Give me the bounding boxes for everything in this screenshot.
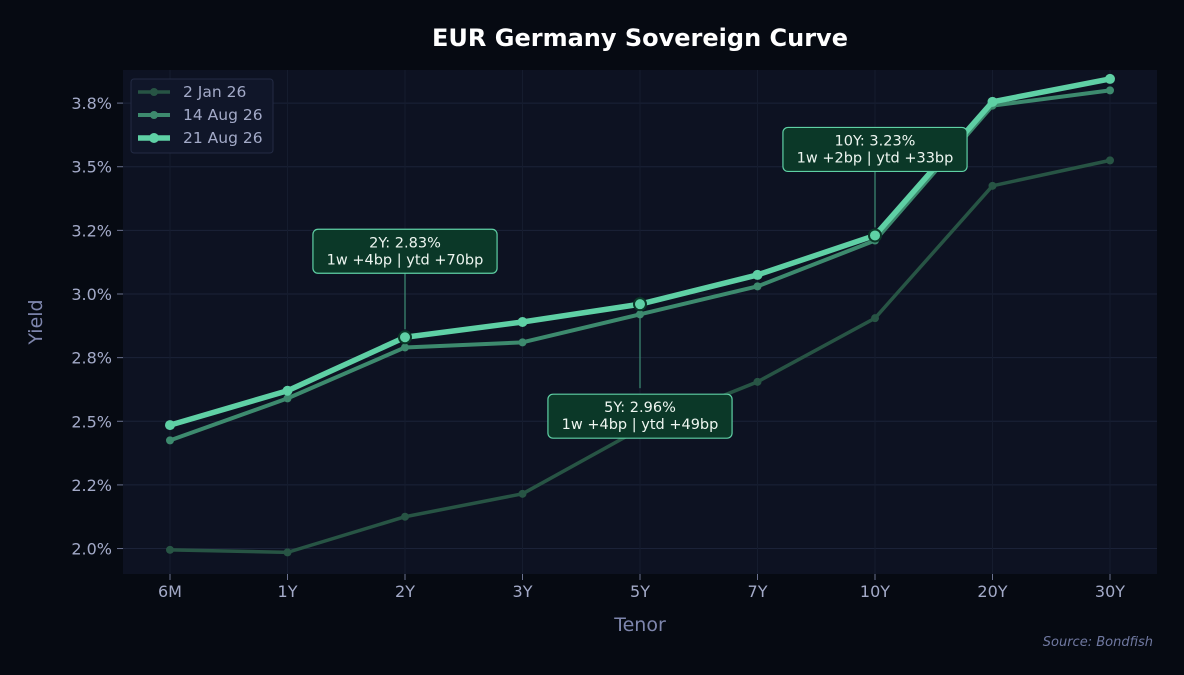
x-tick-label: 10Y <box>860 582 890 601</box>
data-point <box>518 489 527 498</box>
y-tick-label: 3.5% <box>71 158 112 177</box>
annotation-line-2: 1w +4bp | ytd +70bp <box>327 252 484 268</box>
annotation-line-1: 5Y: 2.96% <box>604 400 676 416</box>
annotation-line-2: 1w +4bp | ytd +49bp <box>562 417 719 433</box>
legend-label: 14 Aug 26 <box>183 106 263 124</box>
annotation-box <box>547 393 733 439</box>
legend-marker <box>150 111 158 119</box>
data-point <box>165 420 175 431</box>
x-tick-label: 3Y <box>513 582 533 601</box>
annotation-marker <box>633 297 647 312</box>
annotation-5y: 5Y: 2.96%1w +4bp | ytd +49bp <box>547 297 733 439</box>
data-point <box>1105 73 1115 84</box>
y-tick-label: 2.5% <box>71 412 112 431</box>
y-tick-label: 3.2% <box>71 221 112 240</box>
legend-label: 2 Jan 26 <box>183 83 246 101</box>
x-tick-label: 30Y <box>1095 582 1125 601</box>
legend-item: 21 Aug 26 <box>138 129 263 147</box>
annotation-marker <box>398 330 412 345</box>
legend-marker <box>149 133 159 143</box>
data-point <box>988 181 997 190</box>
x-tick-label: 6M <box>158 582 182 601</box>
y-tick-label: 2.8% <box>71 349 112 368</box>
x-tick-label: 2Y <box>395 582 415 601</box>
data-point <box>753 282 762 291</box>
legend-item: 14 Aug 26 <box>138 106 263 124</box>
x-axis-label: Tenor <box>613 614 666 636</box>
data-point <box>401 512 409 521</box>
x-tick-label: 20Y <box>977 582 1007 601</box>
source-note: Source: Bondfish <box>1043 635 1153 650</box>
annotation-2y: 2Y: 2.83%1w +4bp | ytd +70bp <box>312 228 498 345</box>
data-point <box>166 545 174 554</box>
data-point <box>282 385 293 396</box>
data-point <box>283 394 292 403</box>
data-point <box>987 96 998 107</box>
y-axis-label: Yield <box>25 299 47 345</box>
legend-marker <box>150 88 158 96</box>
x-tick-label: 1Y <box>278 582 298 601</box>
legend: 2 Jan 26 14 Aug 26 21 Aug 26 <box>130 78 274 154</box>
x-tick-label: 7Y <box>748 582 768 601</box>
annotation-marker <box>868 228 882 243</box>
annotation-line-1: 2Y: 2.83% <box>369 235 441 251</box>
data-point <box>283 548 292 557</box>
data-point <box>752 269 763 280</box>
legend-item: 2 Jan 26 <box>138 83 246 101</box>
data-point <box>1106 156 1114 165</box>
data-point <box>517 317 528 327</box>
annotation-line-1: 10Y: 3.23% <box>835 133 916 149</box>
data-point <box>166 436 174 445</box>
y-tick-label: 2.2% <box>71 476 112 495</box>
annotation-box <box>782 126 968 173</box>
y-tick-label: 2.0% <box>71 540 112 559</box>
data-point <box>518 338 527 347</box>
y-tick-label: 3.0% <box>71 285 112 304</box>
chart-title: EUR Germany Sovereign Curve <box>432 24 848 52</box>
annotation-10y: 10Y: 3.23%1w +2bp | ytd +33bp <box>782 126 968 243</box>
annotation-box <box>312 228 498 274</box>
y-tick-labels: 2.0% 2.2% 2.5% 2.8% 3.0% 3.2% 3.5% 3.8% <box>71 94 123 559</box>
legend-box <box>130 78 274 154</box>
y-tick-label: 3.8% <box>71 94 112 113</box>
x-tick-labels: 6M 1Y 2Y 3Y 5Y 7Y 10Y 20Y 30Y <box>158 574 1125 601</box>
data-point <box>871 314 879 323</box>
data-point <box>753 377 762 386</box>
data-point <box>1106 86 1114 95</box>
legend-label: 21 Aug 26 <box>183 129 263 147</box>
data-point <box>401 343 409 352</box>
x-tick-label: 5Y <box>630 582 650 601</box>
annotation-line-2: 1w +2bp | ytd +33bp <box>797 150 954 166</box>
